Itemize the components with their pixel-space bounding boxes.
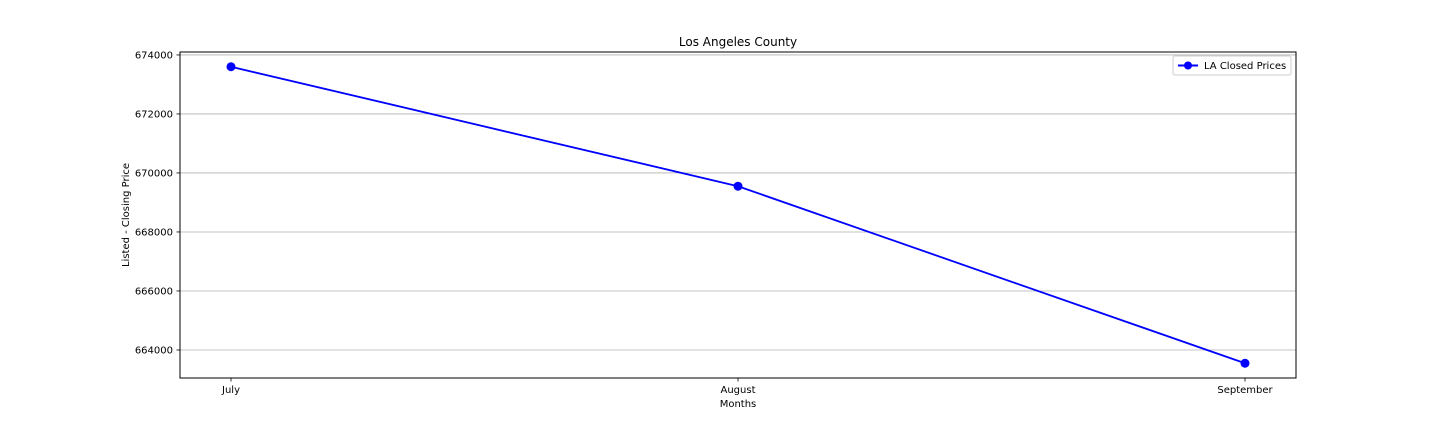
data-point (226, 62, 236, 72)
data-point (733, 181, 743, 191)
legend-label: LA Closed Prices (1204, 61, 1286, 72)
axis-layer: 664000 666000 668000 670000 672000 674000 July… (135, 50, 1274, 396)
data-point (1240, 358, 1250, 368)
x-axis-label: Months (720, 399, 757, 410)
series-line (230, 65, 1246, 365)
x-tick-label: September (1217, 385, 1273, 396)
y-tick-label: 668000 (135, 227, 173, 238)
y-tick-label: 664000 (135, 345, 173, 356)
x-tick-label: July (221, 385, 240, 396)
data-layer (226, 62, 1250, 368)
chart-title: Los Angeles County (679, 35, 797, 49)
y-tick-label: 670000 (135, 168, 173, 179)
legend-marker-swatch (1184, 61, 1192, 70)
x-tick-label: August (721, 385, 756, 396)
y-tick-label: 666000 (135, 286, 173, 297)
y-tick-label: 672000 (135, 109, 173, 120)
plot-frame (179, 51, 1297, 379)
y-tick-label: 674000 (135, 50, 173, 61)
legend: LA Closed Prices (1172, 55, 1292, 76)
legend-box (1172, 55, 1292, 76)
grid-layer (180, 54, 1296, 351)
y-axis-label: Listed - Closing Price (121, 163, 132, 267)
